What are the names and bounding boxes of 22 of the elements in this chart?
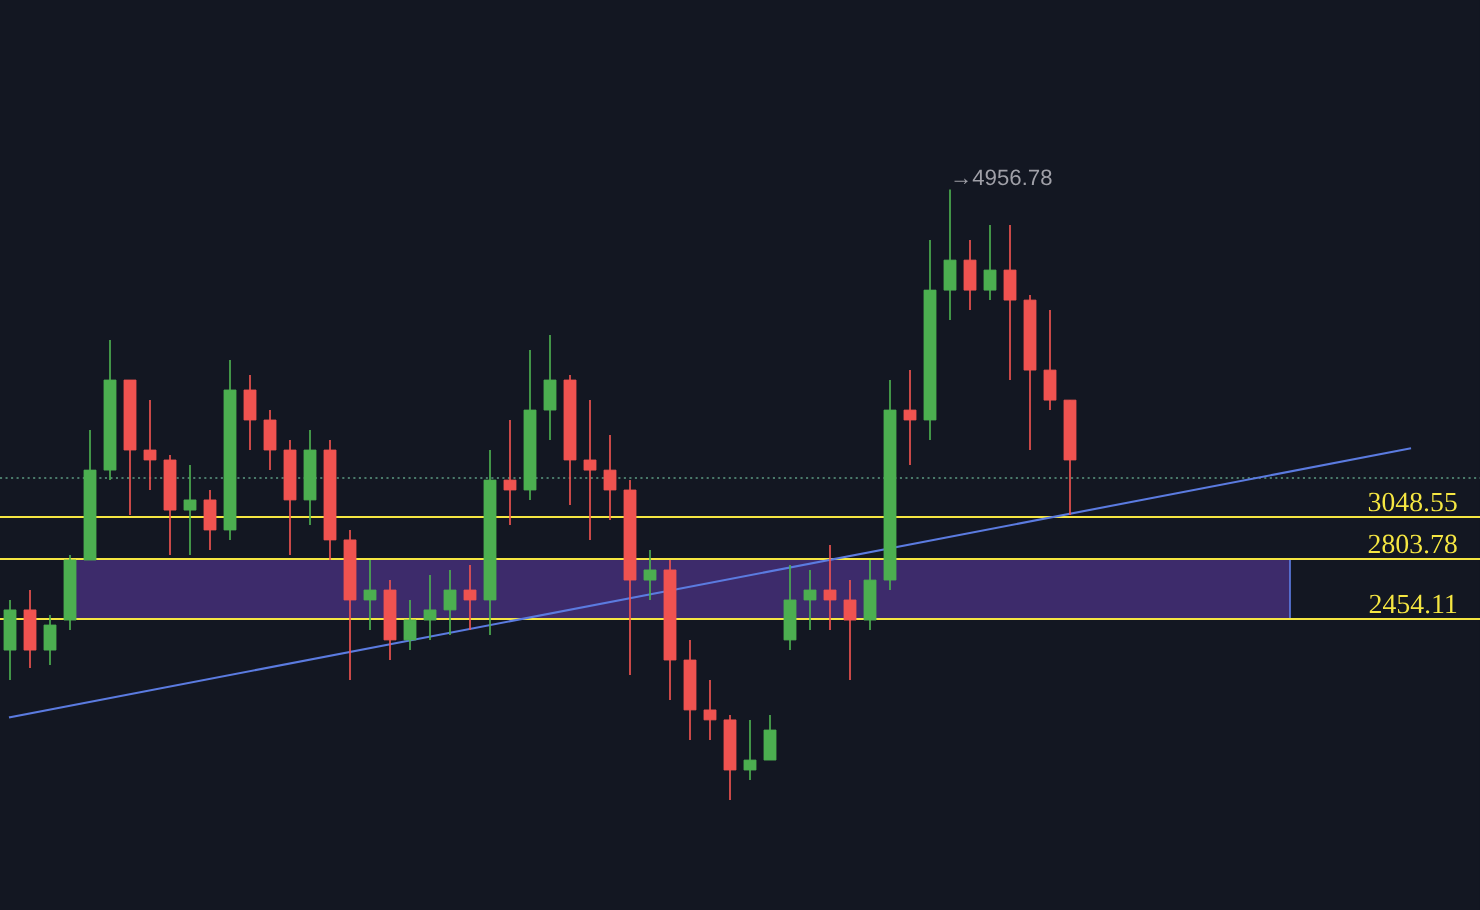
candlestick [183,464,197,556]
candlestick [363,559,377,631]
candlestick [503,419,517,526]
ref-line-label: 3048.55 [1368,492,1457,512]
candlestick [903,369,917,466]
ref-line-label: 2454.11 [1369,594,1457,614]
candlestick [703,679,717,741]
candlestick [803,569,817,631]
candlestick [403,599,417,651]
candlestick [603,434,617,521]
candlestick [843,579,857,681]
candlestick [463,564,477,631]
candlestick [583,399,597,541]
candlestick [983,224,997,301]
ref-line-label: 2803.78 [1368,534,1457,554]
candlestick [823,544,837,631]
candlestick [643,549,657,601]
candlestick [443,569,457,636]
candlestick [743,719,757,781]
annotation: →4956.78 [954,169,1052,186]
candlestick [143,399,157,491]
candlestick [423,574,437,641]
